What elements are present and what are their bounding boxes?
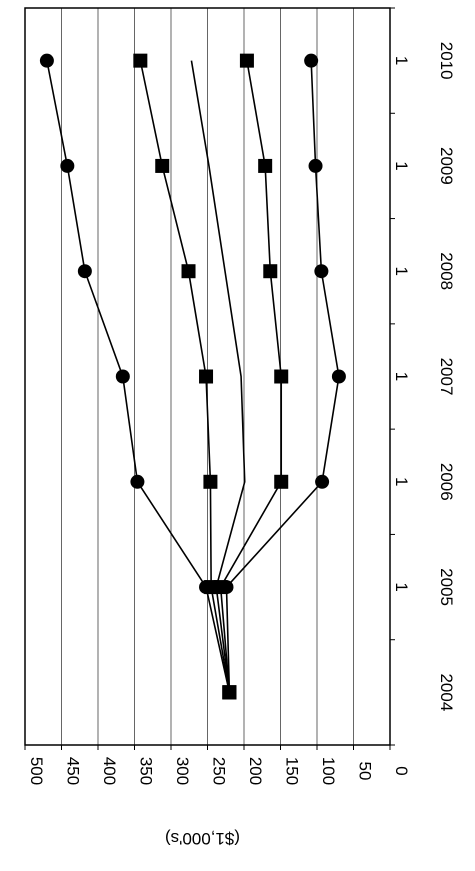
value-tick-label: 50 — [356, 762, 375, 781]
data-point-circle — [130, 474, 145, 489]
data-point-square — [203, 474, 218, 489]
series-line — [219, 60, 283, 693]
data-point-square — [274, 474, 289, 489]
data-point-circle — [308, 158, 323, 173]
data-point-circle — [315, 474, 330, 489]
index-label: 1 — [392, 477, 411, 486]
data-point-circle — [331, 369, 346, 384]
data-point-square — [199, 369, 214, 384]
data-point-circle — [219, 580, 234, 595]
value-tick-label: 100 — [319, 757, 338, 785]
axis-layer — [24, 7, 395, 750]
year-label: 2006 — [437, 463, 456, 501]
series-line — [139, 60, 231, 693]
data-point-square — [133, 53, 148, 68]
data-point-square — [274, 369, 289, 384]
index-label: 1 — [392, 372, 411, 381]
data-point-circle — [304, 53, 319, 68]
data-point-circle — [39, 53, 54, 68]
value-tick-label: 350 — [137, 757, 156, 785]
value-tick-label: 500 — [27, 757, 46, 785]
index-label: 1 — [392, 582, 411, 591]
data-point-square — [181, 264, 196, 279]
value-tick-label: 150 — [283, 757, 302, 785]
label-layer: 0 50 100 150 200 250 300 350 400 450 500 ($1,000's)… — [27, 42, 456, 848]
index-label: 1 — [392, 161, 411, 170]
data-point-circle — [77, 264, 92, 279]
data-point-square — [239, 53, 254, 68]
data-point-circle — [314, 264, 329, 279]
year-label: 2009 — [437, 147, 456, 185]
value-tick-label: 0 — [392, 766, 411, 775]
data-point-square — [263, 264, 278, 279]
value-axis-label: ($1,000's) — [165, 829, 240, 848]
year-label: 2008 — [437, 252, 456, 290]
data-point-square — [258, 158, 273, 173]
year-label: 2007 — [437, 358, 456, 396]
data-point-circle — [60, 158, 75, 173]
data-point-circle — [115, 369, 130, 384]
value-tick-label: 400 — [100, 757, 119, 785]
data-point-square — [222, 685, 237, 700]
value-tick-label: 450 — [64, 757, 83, 785]
value-tick-label: 250 — [210, 757, 229, 785]
year-label: 2004 — [437, 673, 456, 711]
series-layer — [39, 53, 346, 700]
value-tick-label: 200 — [246, 757, 265, 785]
year-label: 2010 — [437, 42, 456, 80]
year-label: 2005 — [437, 568, 456, 606]
data-point-square — [155, 158, 170, 173]
value-tick-label: 300 — [173, 757, 192, 785]
index-label: 1 — [392, 56, 411, 65]
index-label: 1 — [392, 266, 411, 275]
